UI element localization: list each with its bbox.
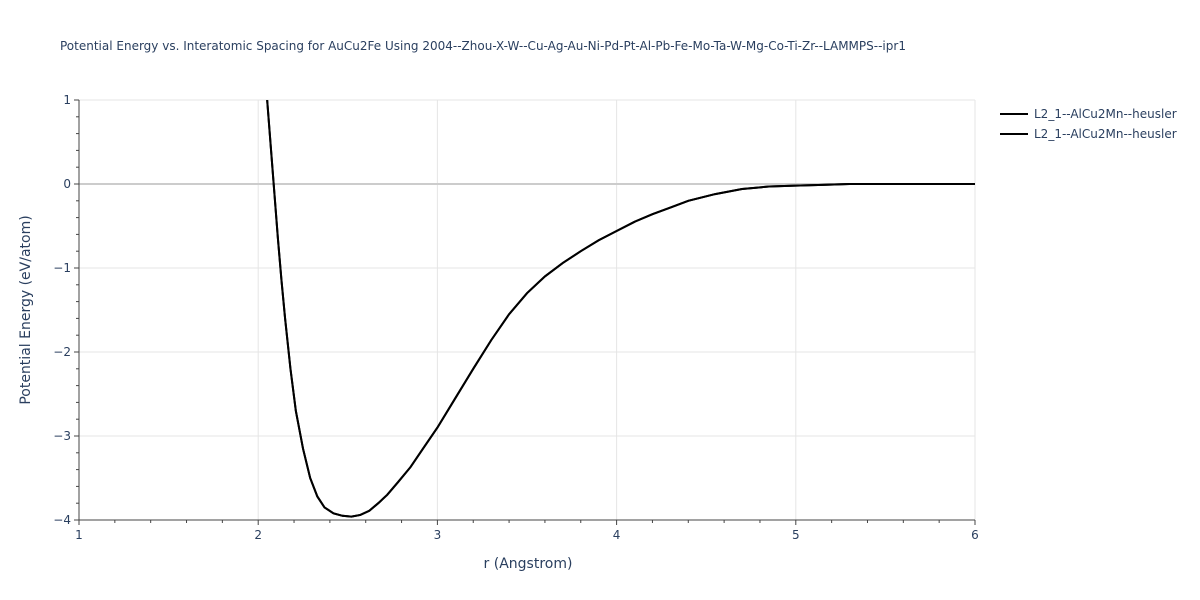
axis-layer: 1 2 3 4 5 6 1 0 −1 −2 −3 −4 <box>53 93 979 542</box>
legend-label: L2_1--AlCu2Mn--heusler <box>1034 107 1177 121</box>
y-tick-label: 0 <box>63 177 71 191</box>
x-axis-title: r (Angstrom) <box>484 556 573 572</box>
x-tick-label: 3 <box>434 528 442 542</box>
y-tick-label: −4 <box>53 513 71 527</box>
chart-title: Potential Energy vs. Interatomic Spacing… <box>60 39 906 53</box>
legend-item-1[interactable]: L2_1--AlCu2Mn--heusler <box>1000 107 1177 121</box>
series-line-2 <box>266 100 975 518</box>
series-layer <box>266 100 975 518</box>
legend[interactable]: L2_1--AlCu2Mn--heusler L2_1--AlCu2Mn--heu… <box>1000 107 1177 141</box>
legend-item-2[interactable]: L2_1--AlCu2Mn--heusler <box>1000 127 1177 141</box>
x-tick-label: 1 <box>75 528 83 542</box>
y-tick-label: −3 <box>53 429 71 443</box>
y-tick-label: −1 <box>53 261 71 275</box>
x-tick-label: 2 <box>254 528 262 542</box>
y-tick-label: −2 <box>53 345 71 359</box>
y-axis-title: Potential Energy (eV/atom) <box>18 215 34 404</box>
x-tick-label: 4 <box>613 528 621 542</box>
x-tick-label: 6 <box>971 528 979 542</box>
series-line-1 <box>266 100 975 518</box>
legend-label: L2_1--AlCu2Mn--heusler <box>1034 127 1177 141</box>
y-tick-label: 1 <box>63 93 71 107</box>
grid-layer <box>79 99 976 520</box>
x-tick-label: 5 <box>792 528 800 542</box>
